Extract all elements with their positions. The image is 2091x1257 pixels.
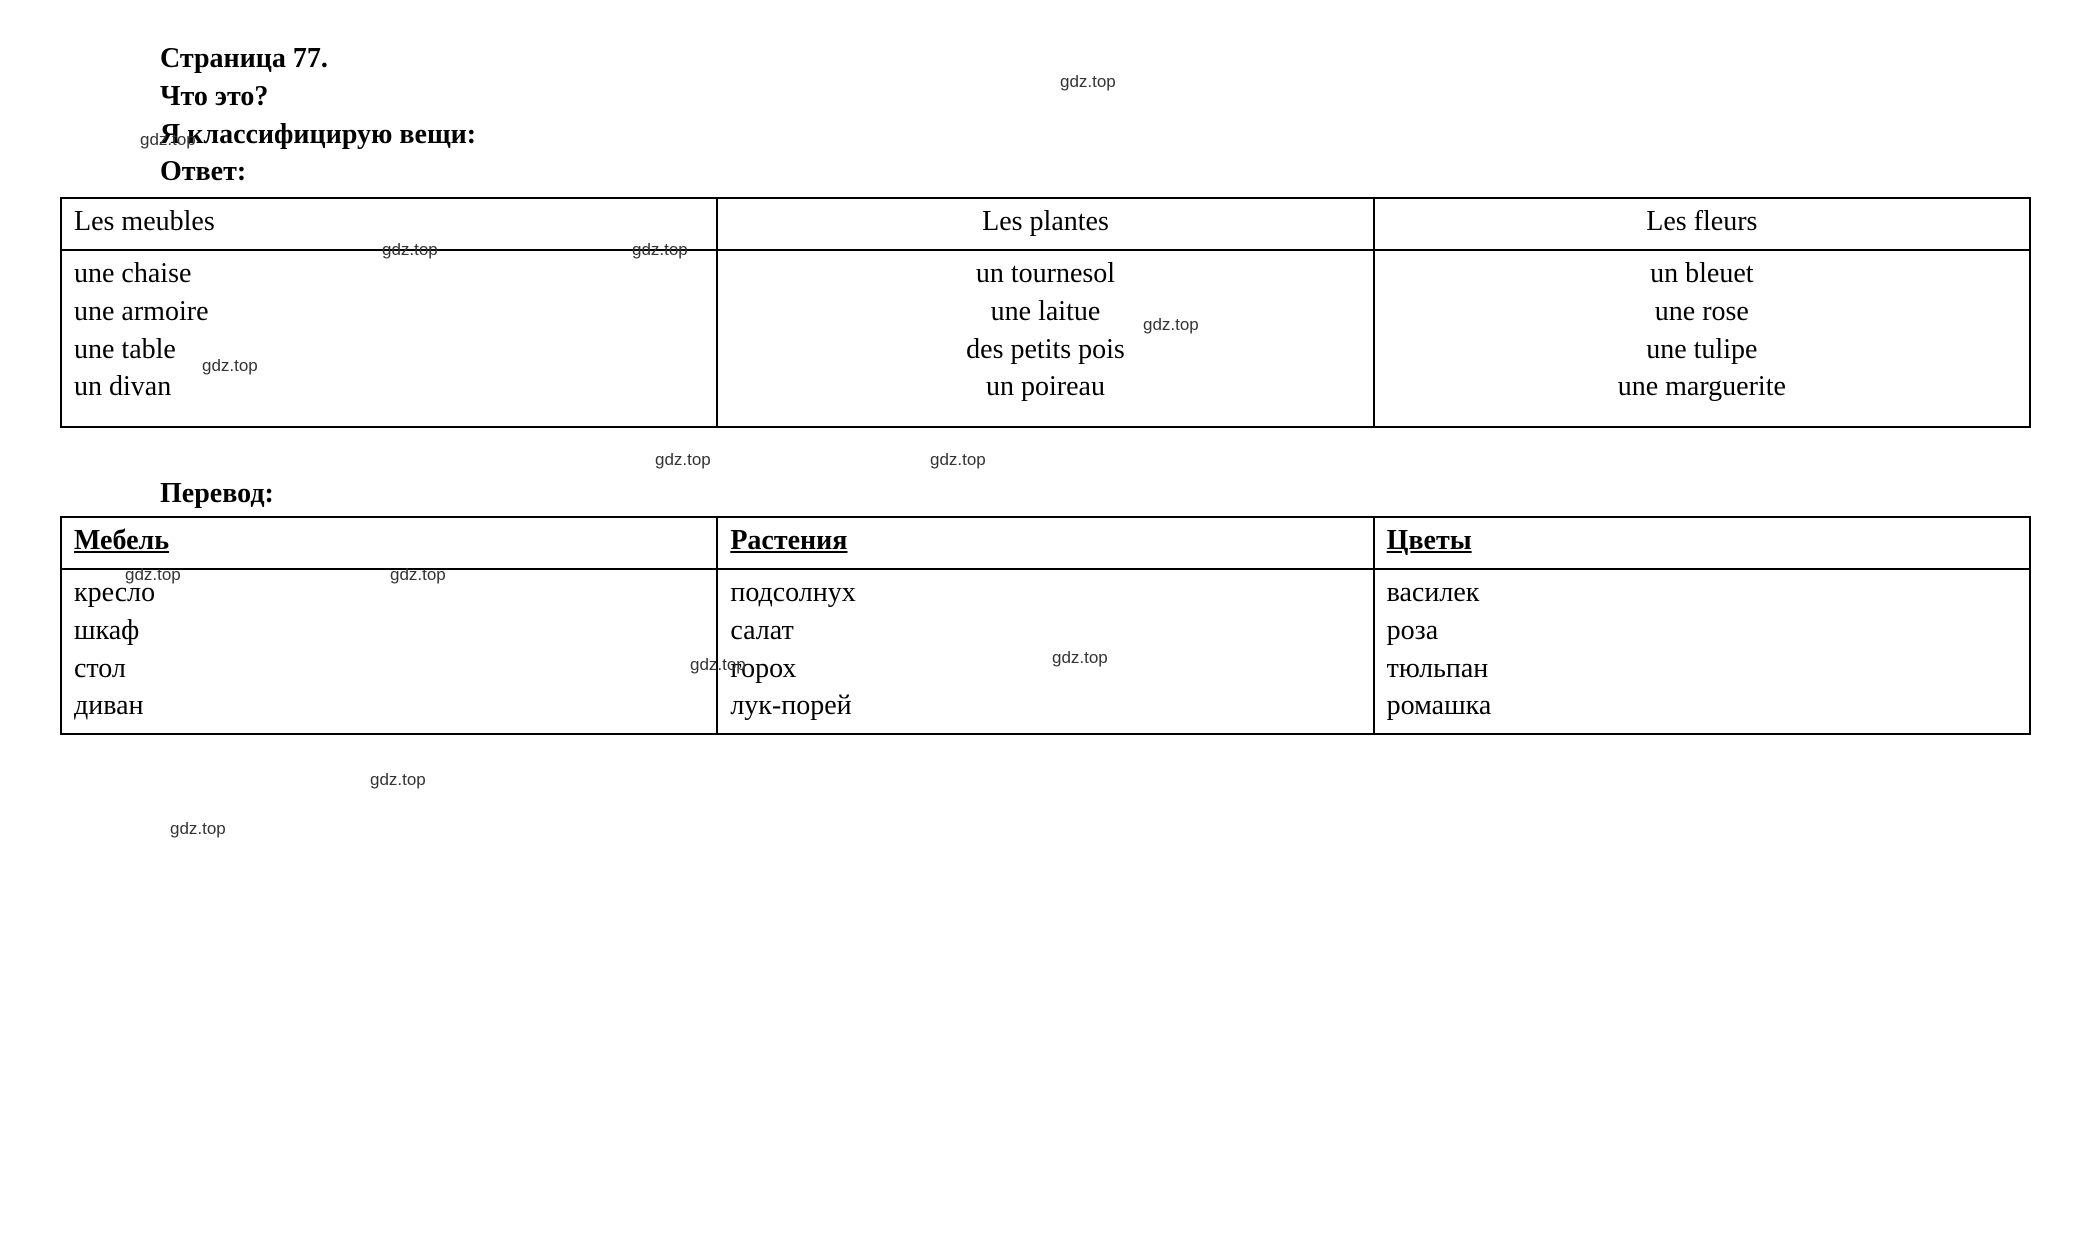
cell-value: ромашка — [1387, 687, 2017, 725]
cell-value: des petits pois — [730, 331, 1360, 369]
table-header-row: Les meubles Les plantes Les fleurs — [61, 198, 2030, 250]
document-container: Страница 77. Что это? Я классифицирую ве… — [60, 40, 2031, 735]
subtitle-classify: Я классифицирую вещи: — [160, 116, 2031, 154]
cell-value: une armoire — [74, 293, 704, 331]
cell-tsvety: василек роза тюльпан ромашка — [1374, 569, 2030, 734]
col-header-meubles: Les meubles — [61, 198, 717, 250]
cell-value: салат — [730, 612, 1360, 650]
page-title: Страница 77. — [160, 40, 2031, 78]
table-header-row: Мебель Растения Цветы — [61, 517, 2030, 569]
subtitle-question: Что это? — [160, 78, 2031, 116]
cell-meubles: une chaise une armoire une table un diva… — [61, 250, 717, 427]
cell-value: роза — [1387, 612, 2017, 650]
table-row: кресло шкаф стол диван подсолнух салат г… — [61, 569, 2030, 734]
cell-value: une laitue — [730, 293, 1360, 331]
cell-fleurs: un bleuet une rose une tulipe une margue… — [1374, 250, 2030, 427]
answer-label: Ответ: — [160, 153, 2031, 191]
cell-value: un divan — [74, 368, 704, 406]
cell-value: un tournesol — [730, 255, 1360, 293]
cell-value: шкаф — [74, 612, 704, 650]
french-table: Les meubles Les plantes Les fleurs une c… — [60, 197, 2031, 428]
cell-value: подсолнух — [730, 574, 1360, 612]
watermark-text: gdz.top — [655, 450, 711, 470]
cell-value: une chaise — [74, 255, 704, 293]
cell-value: стол — [74, 650, 704, 688]
watermark-text: gdz.top — [930, 450, 986, 470]
cell-value: une rose — [1387, 293, 2017, 331]
table-row: une chaise une armoire une table un diva… — [61, 250, 2030, 427]
col-header-rasteniya: Растения — [717, 517, 1373, 569]
cell-value: кресло — [74, 574, 704, 612]
russian-table: Мебель Растения Цветы кресло шкаф стол д… — [60, 516, 2031, 735]
cell-value: горох — [730, 650, 1360, 688]
translation-label: Перевод: — [60, 478, 2031, 510]
cell-value: une table — [74, 331, 704, 369]
cell-value: лук-порей — [730, 687, 1360, 725]
col-header-plantes: Les plantes — [717, 198, 1373, 250]
cell-value: тюльпан — [1387, 650, 2017, 688]
watermark-text: gdz.top — [170, 819, 226, 839]
cell-value: une marguerite — [1387, 368, 2017, 406]
col-header-mebel: Мебель — [61, 517, 717, 569]
header-section: Страница 77. Что это? Я классифицирую ве… — [60, 40, 2031, 191]
cell-value: василек — [1387, 574, 2017, 612]
cell-value: un poireau — [730, 368, 1360, 406]
col-header-fleurs: Les fleurs — [1374, 198, 2030, 250]
cell-plantes: un tournesol une laitue des petits pois … — [717, 250, 1373, 427]
watermark-text: gdz.top — [370, 770, 426, 790]
cell-rasteniya: подсолнух салат горох лук-порей — [717, 569, 1373, 734]
cell-value: une tulipe — [1387, 331, 2017, 369]
cell-mebel: кресло шкаф стол диван — [61, 569, 717, 734]
cell-value: диван — [74, 687, 704, 725]
col-header-tsvety: Цветы — [1374, 517, 2030, 569]
cell-value: un bleuet — [1387, 255, 2017, 293]
